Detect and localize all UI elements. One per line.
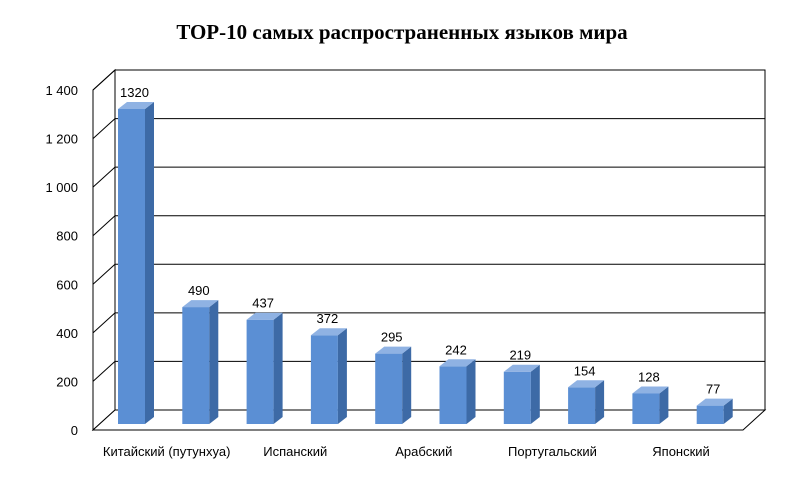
bar-side bbox=[723, 398, 733, 424]
bar-side bbox=[209, 300, 219, 424]
bar-top bbox=[246, 312, 283, 320]
data-label: 372 bbox=[317, 311, 339, 326]
bar-top bbox=[375, 346, 412, 354]
chart-walls bbox=[91, 68, 767, 432]
data-label: 154 bbox=[574, 363, 596, 378]
y-tick-label: 600 bbox=[56, 277, 78, 292]
x-category-label: Арабский bbox=[395, 444, 452, 459]
bar-side bbox=[337, 328, 347, 424]
bar bbox=[246, 312, 283, 424]
left-wall bbox=[92, 68, 116, 432]
bar-side bbox=[595, 380, 605, 424]
bar bbox=[375, 346, 412, 424]
bar-side bbox=[402, 346, 412, 424]
y-tick-label: 1 400 bbox=[45, 83, 78, 98]
gridline-side bbox=[92, 215, 116, 237]
bar-top bbox=[503, 364, 540, 372]
bar-front bbox=[118, 109, 145, 424]
bar bbox=[632, 386, 669, 424]
bar bbox=[503, 364, 540, 424]
bar bbox=[696, 398, 733, 424]
y-tick-label: 1 000 bbox=[45, 180, 78, 195]
gridlines bbox=[92, 69, 765, 382]
bar-top bbox=[118, 102, 154, 109]
bar-front bbox=[696, 405, 724, 424]
y-axis-ticks: 0 200 400 600 800 1 000 1 200 1 400 bbox=[45, 83, 78, 438]
bar-front bbox=[310, 335, 338, 424]
bar-front bbox=[439, 366, 467, 424]
bar-side bbox=[659, 386, 669, 424]
data-label: 219 bbox=[509, 348, 531, 363]
bar-top bbox=[568, 380, 605, 388]
bar-front bbox=[568, 387, 596, 424]
back-wall bbox=[114, 69, 766, 411]
y-tick-label: 1 200 bbox=[45, 132, 78, 147]
gridline-side bbox=[92, 361, 116, 382]
data-label: 1320 bbox=[120, 85, 149, 100]
bar-top bbox=[696, 398, 733, 406]
bar-front bbox=[632, 393, 660, 424]
bar-front bbox=[182, 307, 210, 424]
y-tick-label: 400 bbox=[56, 326, 78, 341]
y-tick-label: 0 bbox=[71, 423, 78, 438]
data-label: 437 bbox=[252, 296, 274, 311]
gridline-side bbox=[92, 312, 116, 334]
bar-front bbox=[375, 353, 403, 424]
bar bbox=[439, 359, 476, 424]
bar bbox=[182, 300, 219, 424]
bar-side bbox=[273, 312, 283, 424]
bar bbox=[568, 380, 605, 424]
x-category-label: Испанский bbox=[263, 444, 327, 459]
y-tick-label: 800 bbox=[56, 229, 78, 244]
bar bbox=[310, 328, 347, 424]
bar-side bbox=[145, 102, 154, 424]
bar-top bbox=[632, 386, 669, 394]
chart-title: TOP-10 самых распространенных языков мир… bbox=[176, 20, 628, 44]
x-category-label: Португальский bbox=[508, 444, 597, 459]
gridline-side bbox=[92, 118, 116, 139]
data-label: 77 bbox=[706, 382, 720, 397]
bar-side bbox=[466, 359, 476, 424]
bar-top bbox=[182, 300, 219, 308]
x-axis-labels: Китайский (путунхуа) Испанский Арабский Пор… bbox=[103, 444, 710, 459]
x-category-label: Китайский (путунхуа) bbox=[103, 444, 231, 459]
data-label: 128 bbox=[638, 369, 660, 384]
bar-front bbox=[246, 319, 274, 424]
data-label: 242 bbox=[445, 342, 467, 357]
x-category-label: Японский bbox=[652, 444, 710, 459]
bar-top bbox=[439, 359, 476, 367]
data-label: 490 bbox=[188, 283, 210, 298]
gridline-side bbox=[92, 166, 116, 188]
bars bbox=[118, 102, 733, 424]
bar-front bbox=[503, 371, 531, 424]
gridline-side bbox=[92, 69, 116, 91]
data-label: 295 bbox=[381, 330, 403, 345]
bar-top bbox=[310, 328, 347, 336]
gridline-side bbox=[92, 263, 116, 285]
y-tick-label: 200 bbox=[56, 374, 78, 389]
bar-side bbox=[530, 364, 540, 424]
bar bbox=[118, 102, 154, 424]
data-labels: 1320 490 437 372 295 242 219 154 128 77 bbox=[120, 85, 720, 397]
